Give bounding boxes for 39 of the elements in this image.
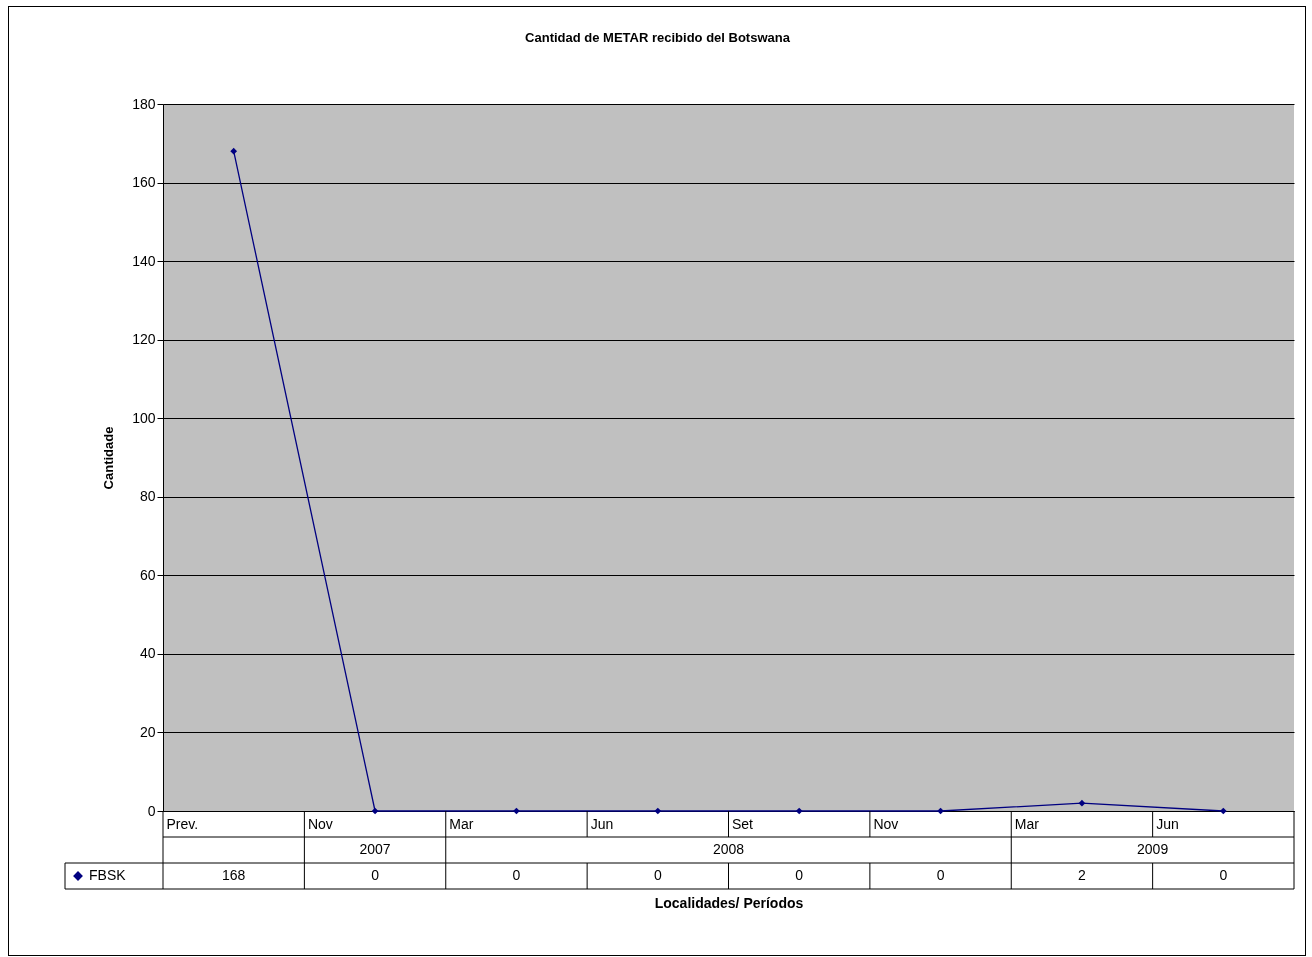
data-label: 2 (1078, 867, 1087, 883)
text: 2009 (1137, 841, 1169, 857)
point (1078, 799, 1086, 807)
data-label: 0 (512, 867, 521, 883)
y-tick-label: 160 (132, 174, 156, 191)
y-tick-label: 140 (132, 252, 156, 269)
y-tick-label: 20 (139, 723, 156, 740)
x-tick-label: Prev. (166, 815, 199, 832)
data-label: 0 (795, 867, 804, 883)
x-tick-label: Nov (873, 815, 899, 832)
y-tick-label: 120 (132, 331, 156, 348)
y-tick-label: 0 (147, 802, 156, 819)
x-tick-label: Jun (590, 815, 614, 832)
x-tick-label: Mar (1014, 815, 1040, 832)
y-tick-label: 180 (132, 95, 156, 112)
data-label: 168 (222, 867, 246, 883)
y-tick-label: 80 (139, 488, 156, 505)
data-label: 0 (936, 867, 945, 883)
y-tick-label: 40 (139, 645, 156, 662)
data-label: 0 (371, 867, 380, 883)
legend-label: FBSK (89, 867, 127, 883)
x-tick-label: Set (732, 815, 754, 832)
point (230, 147, 238, 155)
point (654, 807, 662, 815)
y-tick-label: 60 (139, 566, 156, 583)
point (1219, 807, 1227, 815)
x-tick-label: Mar (449, 815, 474, 832)
chart-title: Cantidad de METAR recibido del Botswana (525, 30, 791, 45)
point (795, 807, 803, 815)
x-tick-label: Nov (307, 815, 333, 832)
data-label: 0 (1219, 867, 1228, 883)
y-tick-label: 100 (132, 409, 156, 426)
x-tick-label: Jun (1156, 815, 1179, 832)
text: 2007 (359, 841, 391, 857)
y-axis-title: Cantidade (100, 426, 116, 490)
text: 2008 (712, 841, 745, 857)
x-axis-title: Localidades/ Períodos (654, 894, 804, 911)
data-label: 0 (653, 867, 662, 883)
point (371, 807, 379, 815)
